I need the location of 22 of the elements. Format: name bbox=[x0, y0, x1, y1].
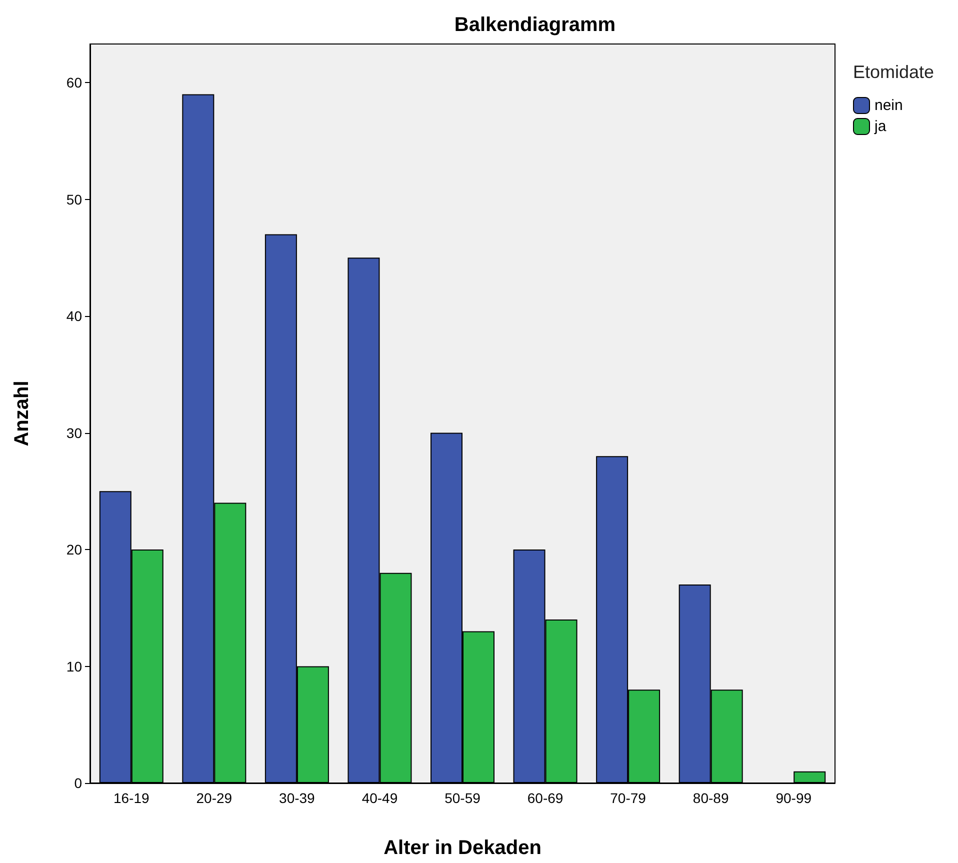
x-tick-label: 30-39 bbox=[279, 790, 316, 806]
legend-title: Etomidate bbox=[853, 62, 934, 82]
x-tick-label: 16-19 bbox=[113, 790, 150, 806]
x-tick-label: 20-29 bbox=[196, 790, 232, 806]
legend-label: ja bbox=[874, 118, 887, 135]
x-axis-title: Alter in Dekaden bbox=[384, 837, 542, 859]
x-tick-label: 80-89 bbox=[692, 790, 729, 806]
chart-title: Balkendiagramm bbox=[454, 14, 616, 36]
y-tick-label: 50 bbox=[66, 191, 82, 208]
x-tick-label: 40-49 bbox=[362, 790, 398, 806]
y-tick-label: 0 bbox=[74, 775, 82, 791]
x-tick-label: 50-59 bbox=[444, 790, 481, 806]
y-tick-label: 40 bbox=[66, 308, 82, 324]
y-tick-label: 10 bbox=[66, 658, 82, 674]
x-tick-label: 70-79 bbox=[610, 790, 646, 806]
y-tick-label: 60 bbox=[66, 74, 82, 91]
y-tick-label: 20 bbox=[66, 542, 82, 558]
legend-label: nein bbox=[874, 97, 903, 114]
x-tick-label: 60-69 bbox=[527, 790, 564, 806]
y-axis-title: Anzahl bbox=[11, 380, 33, 446]
x-tick-label: 90-99 bbox=[776, 790, 812, 806]
y-tick-label: 30 bbox=[66, 424, 82, 441]
